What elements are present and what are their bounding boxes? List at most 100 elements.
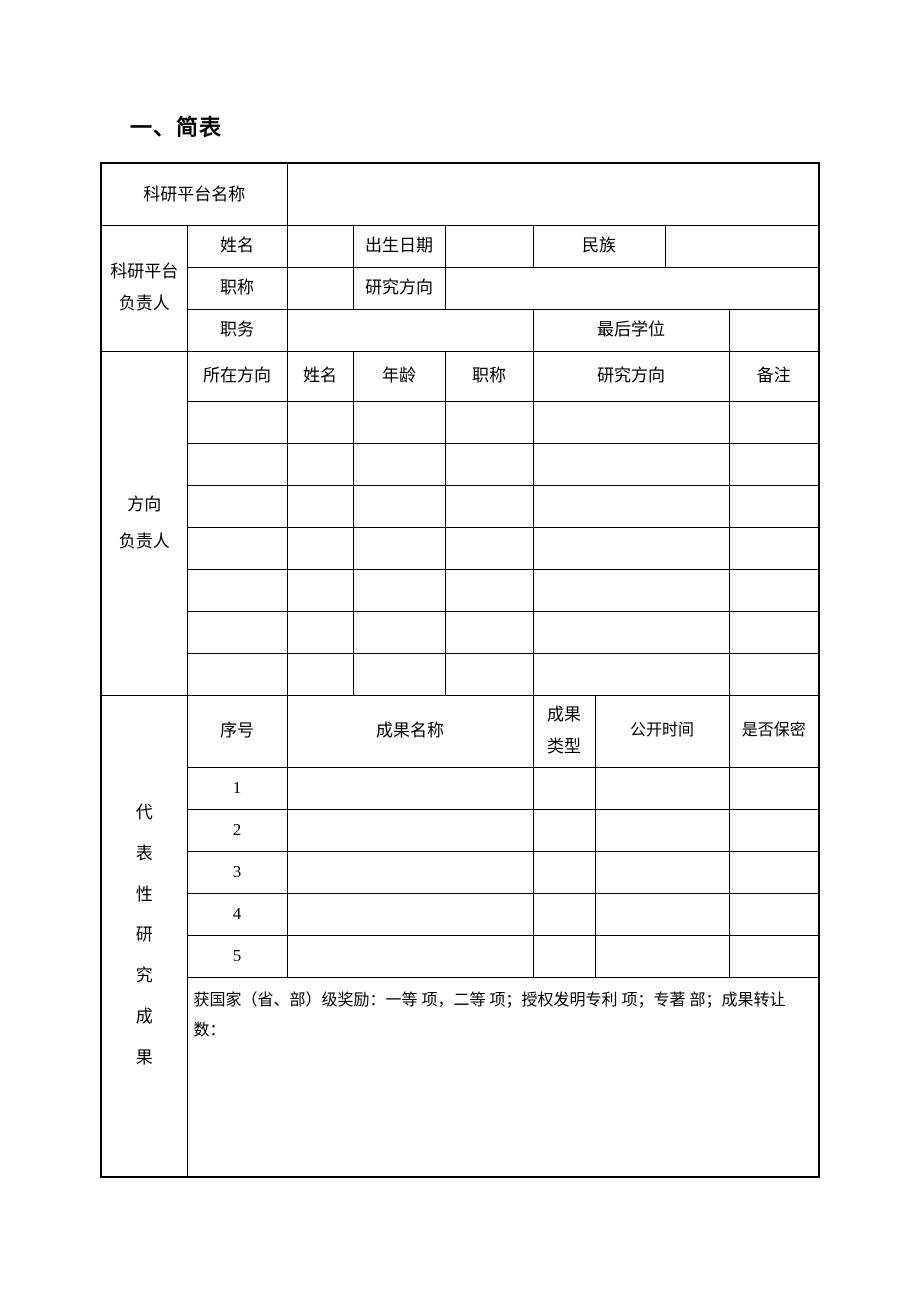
rep-achievements-text: 代表性研究成果 — [104, 793, 185, 1079]
dl-direction — [187, 653, 287, 695]
dl-remark — [729, 485, 819, 527]
section-title: 一、简表 — [130, 110, 820, 142]
ach-conf — [729, 851, 819, 893]
ach-type — [533, 767, 595, 809]
dl-age — [353, 611, 445, 653]
dl-remark — [729, 653, 819, 695]
ach-time — [595, 893, 729, 935]
dl-title — [445, 485, 533, 527]
ach-time — [595, 851, 729, 893]
dl-direction — [187, 485, 287, 527]
ach-name — [287, 893, 533, 935]
value-final-degree — [729, 309, 819, 351]
seq-cell: 4 — [187, 893, 287, 935]
dl-direction — [187, 569, 287, 611]
dl-name — [287, 485, 353, 527]
label-remark: 备注 — [729, 351, 819, 401]
label-rep-achievements: 代表性研究成果 — [101, 695, 187, 1177]
label-final-degree: 最后学位 — [533, 309, 729, 351]
value-leader-name — [287, 225, 353, 267]
seq-cell: 1 — [187, 767, 287, 809]
value-platform-name — [287, 163, 819, 225]
label-dl-name: 姓名 — [287, 351, 353, 401]
dl-research — [533, 485, 729, 527]
dl-age — [353, 569, 445, 611]
ach-time — [595, 935, 729, 977]
dl-direction — [187, 443, 287, 485]
label-achievement-type: 成果类型 — [533, 695, 595, 767]
dl-direction — [187, 611, 287, 653]
ach-time — [595, 767, 729, 809]
value-birth-date — [445, 225, 533, 267]
dl-research — [533, 653, 729, 695]
dl-name — [287, 401, 353, 443]
label-confidential: 是否保密 — [729, 695, 819, 767]
dl-direction — [187, 401, 287, 443]
dl-title — [445, 653, 533, 695]
label-seq: 序号 — [187, 695, 287, 767]
label-position: 职务 — [187, 309, 287, 351]
dl-title — [445, 611, 533, 653]
ach-conf — [729, 809, 819, 851]
label-public-time: 公开时间 — [595, 695, 729, 767]
value-research-direction — [445, 267, 819, 309]
dl-age — [353, 653, 445, 695]
dl-remark — [729, 527, 819, 569]
summary-table: 科研平台名称 科研平台负责人 姓名 出生日期 民族 职称 研究方向 职务 最后学… — [100, 162, 820, 1178]
ach-type — [533, 935, 595, 977]
dl-age — [353, 443, 445, 485]
seq-cell: 3 — [187, 851, 287, 893]
direction-leader-text: 方向负责人 — [104, 486, 185, 561]
dl-remark — [729, 611, 819, 653]
dl-name — [287, 653, 353, 695]
dl-title — [445, 401, 533, 443]
value-position — [287, 309, 533, 351]
label-age: 年龄 — [353, 351, 445, 401]
ach-type — [533, 851, 595, 893]
platform-leader-text: 科研平台负责人 — [104, 256, 185, 321]
dl-remark — [729, 401, 819, 443]
ach-conf — [729, 893, 819, 935]
ach-time — [595, 809, 729, 851]
label-title-rank: 职称 — [187, 267, 287, 309]
seq-cell: 2 — [187, 809, 287, 851]
dl-remark — [729, 569, 819, 611]
achievement-type-text: 成果类型 — [536, 699, 593, 764]
dl-title — [445, 527, 533, 569]
ach-type — [533, 893, 595, 935]
dl-title — [445, 569, 533, 611]
ach-name — [287, 935, 533, 977]
dl-remark — [729, 443, 819, 485]
label-dl-research: 研究方向 — [533, 351, 729, 401]
dl-direction — [187, 527, 287, 569]
label-ethnicity: 民族 — [533, 225, 665, 267]
dl-name — [287, 569, 353, 611]
ach-type — [533, 809, 595, 851]
value-ethnicity — [665, 225, 819, 267]
label-dl-title: 职称 — [445, 351, 533, 401]
dl-research — [533, 569, 729, 611]
ach-name — [287, 767, 533, 809]
label-research-direction: 研究方向 — [353, 267, 445, 309]
label-name: 姓名 — [187, 225, 287, 267]
dl-research — [533, 401, 729, 443]
ach-conf — [729, 767, 819, 809]
dl-research — [533, 443, 729, 485]
label-direction-leader: 方向负责人 — [101, 351, 187, 695]
dl-title — [445, 443, 533, 485]
dl-research — [533, 611, 729, 653]
label-in-direction: 所在方向 — [187, 351, 287, 401]
ach-name — [287, 851, 533, 893]
dl-name — [287, 611, 353, 653]
label-platform-leader: 科研平台负责人 — [101, 225, 187, 351]
ach-conf — [729, 935, 819, 977]
label-birth-date: 出生日期 — [353, 225, 445, 267]
label-achievement-name: 成果名称 — [287, 695, 533, 767]
value-title-rank — [287, 267, 353, 309]
dl-name — [287, 443, 353, 485]
dl-research — [533, 527, 729, 569]
ach-name — [287, 809, 533, 851]
summary-cell: 获国家（省、部）级奖励：一等 项，二等 项；授权发明专利 项；专著 部；成果转让… — [187, 977, 819, 1177]
dl-age — [353, 527, 445, 569]
dl-age — [353, 401, 445, 443]
